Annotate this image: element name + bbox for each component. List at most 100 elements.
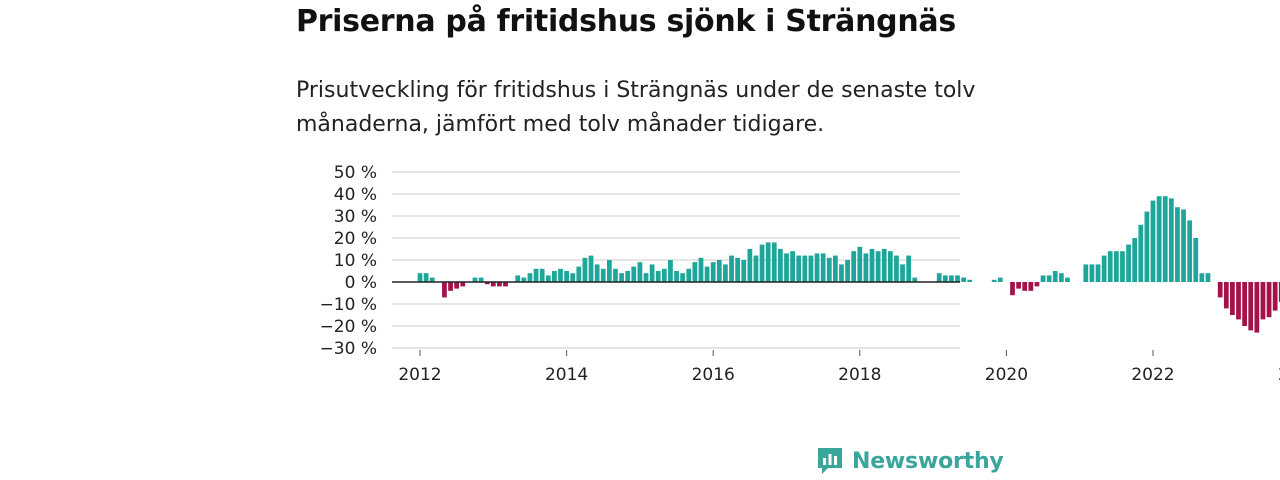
bar [955,275,960,282]
bar [1083,264,1089,282]
bar [784,253,789,282]
bar [588,255,594,282]
bar [839,264,844,282]
y-tick-label: −10 % [320,295,377,315]
bar [1150,200,1156,282]
bar [637,262,643,282]
y-axis: −30 %−20 %−10 %0 %10 %20 %30 %40 %50 % [320,163,377,359]
bar [515,275,521,282]
bar [472,277,478,282]
bar [887,251,893,282]
bar [1181,209,1186,282]
bar [1187,220,1193,282]
bar [1199,273,1205,282]
bar [704,266,710,282]
bar [570,273,576,282]
bar [906,255,912,282]
bar [1278,282,1280,302]
bar [1095,264,1101,282]
bar [1052,271,1058,282]
bar [1022,282,1028,291]
bar [765,242,771,282]
bar [1120,251,1125,282]
bar [1205,273,1211,282]
y-tick-label: 50 % [334,163,377,183]
bar [1266,282,1272,318]
newsworthy-logo-icon [818,448,842,474]
bar [1236,282,1241,320]
bar [1248,282,1254,331]
y-tick-label: 30 % [334,207,377,227]
bar [423,273,429,282]
bar [600,268,606,282]
bar [716,260,722,282]
bar [619,273,624,282]
bar [759,244,765,282]
y-tick-label: 0 % [345,273,377,293]
bar [778,249,783,282]
x-tick-label: 2014 [545,365,588,385]
bar [753,255,759,282]
bar [503,282,508,287]
bar [442,282,447,298]
bar [857,246,863,282]
bar [1162,196,1168,282]
bar [558,268,563,282]
chart-title: Priserna på fritidshus sjönk i Strängnäs [296,4,956,39]
chart-subtitle: Prisutveckling för fritidshus i Strängnä… [296,78,976,137]
bar [521,277,527,282]
bar [545,275,551,282]
bar [1107,251,1113,282]
bar [1217,282,1223,298]
bar [808,255,814,282]
bar [1156,196,1162,282]
bar [814,253,820,282]
bar [625,271,631,282]
x-tick-label: 2024 [1278,365,1280,385]
bar [961,277,967,282]
x-tick-label: 2016 [692,365,735,385]
x-tick-label: 2018 [838,365,881,385]
bar [900,264,905,282]
bar [1028,282,1034,291]
bar [1010,282,1015,296]
bar [643,273,649,282]
bar [1065,277,1070,282]
bar [606,260,612,282]
bar [1144,211,1150,282]
bar [1272,282,1278,311]
bar [576,266,582,282]
bar [869,249,875,282]
bar [741,260,747,282]
bar [845,260,850,282]
bar [771,242,777,282]
bar [1138,224,1144,282]
bar [1046,275,1052,282]
bar [723,264,728,282]
bar [729,255,734,282]
bar [1040,275,1046,282]
bar [875,251,881,282]
bar [655,271,661,282]
bar [429,277,435,282]
bars [392,196,1280,333]
bar [826,257,832,282]
bar [820,253,826,282]
bar [594,264,600,282]
bar [417,273,423,282]
bar [912,277,918,282]
bar [942,275,948,282]
bar [484,282,490,285]
bar [863,253,869,282]
bar [448,282,453,291]
bar [991,279,997,282]
bar [631,266,637,282]
bar [851,251,857,282]
bar [710,262,716,282]
bar [1242,282,1247,326]
x-axis: 20122014201620182020202220242026 [398,350,1280,385]
bar [1254,282,1260,333]
bar [936,273,942,282]
bar [1126,244,1131,282]
bar [1113,251,1119,282]
